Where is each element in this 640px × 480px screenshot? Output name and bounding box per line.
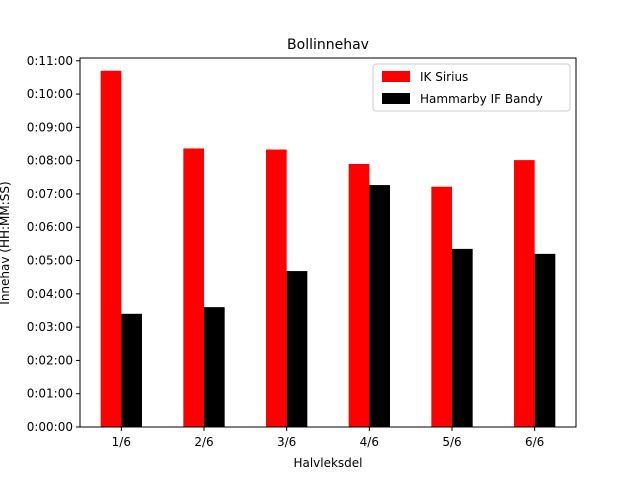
y-tick-label: 0:03:00 bbox=[27, 320, 73, 334]
bar-sirius-3 bbox=[266, 149, 287, 427]
y-tick-label: 0:02:00 bbox=[27, 353, 73, 367]
x-axis-label: Halvleksdel bbox=[293, 456, 362, 470]
bar-hammarby-5 bbox=[452, 248, 473, 427]
bar-hammarby-1 bbox=[121, 313, 142, 427]
bar-sirius-6 bbox=[514, 160, 535, 427]
x-tick-label: 5/6 bbox=[442, 435, 461, 449]
y-tick-label: 0:11:00 bbox=[27, 54, 73, 68]
legend: IK Sirius Hammarby IF Bandy bbox=[372, 63, 571, 112]
y-tick-label: 0:01:00 bbox=[27, 387, 73, 401]
legend-swatch bbox=[382, 93, 410, 104]
y-tick-label: 0:06:00 bbox=[27, 220, 73, 234]
bar-sirius-2 bbox=[183, 148, 204, 428]
y-tick-label: 0:05:00 bbox=[27, 254, 73, 268]
y-tick-label: 0:09:00 bbox=[27, 120, 73, 134]
x-tick-label: 3/6 bbox=[277, 435, 296, 449]
legend-label: IK Sirius bbox=[420, 70, 468, 84]
legend-label: Hammarby IF Bandy bbox=[420, 92, 543, 106]
bar-sirius-5 bbox=[431, 186, 452, 427]
chart-title: Bollinnehav bbox=[287, 37, 369, 53]
legend-box bbox=[372, 63, 571, 112]
x-tick-label: 1/6 bbox=[112, 435, 131, 449]
y-tick-label: 0:07:00 bbox=[27, 187, 73, 201]
x-tick-label: 2/6 bbox=[194, 435, 213, 449]
y-tick-label: 0:00:00 bbox=[27, 420, 73, 434]
plot-frame bbox=[79, 57, 577, 428]
x-tick-label: 6/6 bbox=[525, 435, 544, 449]
bar-hammarby-2 bbox=[204, 307, 225, 427]
bar-sirius-1 bbox=[100, 70, 122, 428]
plot-area: 1/6 2/6 3/6 4/6 5/6 6/6 0:00:00 0:01:00 0:02:00 0… bbox=[27, 54, 577, 449]
y-tick-label: 0:10:00 bbox=[27, 87, 73, 101]
bar-hammarby-3 bbox=[286, 271, 308, 427]
bar-hammarby-6 bbox=[534, 253, 556, 427]
y-tick-label: 0:04:00 bbox=[27, 287, 73, 301]
bar-hammarby-4 bbox=[369, 185, 390, 427]
y-axis-label: Innehav (HH:MM:SS) bbox=[0, 181, 12, 304]
legend-swatch bbox=[382, 71, 410, 82]
y-tick-label: 0:08:00 bbox=[27, 154, 73, 168]
x-tick-label: 4/6 bbox=[360, 435, 379, 449]
bar-sirius-4 bbox=[348, 163, 370, 427]
